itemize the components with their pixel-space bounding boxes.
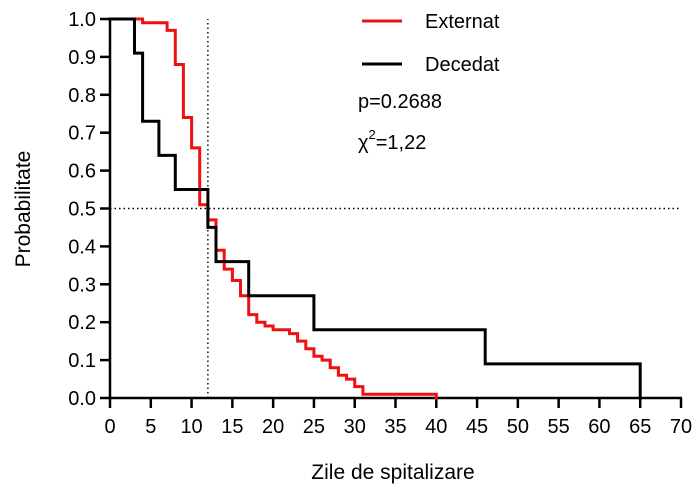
x-tick-label: 30 bbox=[344, 416, 366, 438]
y-tick-label: 0.4 bbox=[68, 236, 96, 258]
x-tick-label: 45 bbox=[466, 416, 488, 438]
x-tick-label: 15 bbox=[221, 416, 243, 438]
legend-label: Decedat bbox=[425, 54, 500, 76]
y-tick-label: 0.9 bbox=[68, 47, 96, 69]
chi-value: =1,22 bbox=[376, 132, 427, 154]
x-tick-label: 55 bbox=[548, 416, 570, 438]
chi-exponent: 2 bbox=[369, 127, 376, 142]
series-line-externat bbox=[108, 17, 438, 400]
x-tick-label: 40 bbox=[425, 416, 447, 438]
chi-symbol: χ bbox=[358, 132, 369, 154]
x-tick-label: 5 bbox=[145, 416, 156, 438]
x-tick-label: 20 bbox=[262, 416, 284, 438]
y-tick-label: 0.3 bbox=[68, 274, 96, 296]
y-tick-label: 0.5 bbox=[68, 199, 96, 221]
y-axis-label: Probabilitate bbox=[12, 151, 35, 268]
x-axis-label: Zile de spitalizare bbox=[311, 461, 474, 484]
x-tick-label: 60 bbox=[588, 416, 610, 438]
x-tick-label: 65 bbox=[629, 416, 651, 438]
legend-label: Externat bbox=[425, 11, 500, 33]
series-line-decedat bbox=[108, 17, 642, 400]
x-tick-label: 25 bbox=[303, 416, 325, 438]
x-tick-label: 70 bbox=[670, 416, 692, 438]
series-layer bbox=[108, 17, 642, 400]
x-tick-label: 0 bbox=[104, 416, 115, 438]
p-value-annotation: p=0.2688 bbox=[358, 91, 442, 113]
x-tick-label: 35 bbox=[384, 416, 406, 438]
y-tick-label: 0.0 bbox=[68, 388, 96, 410]
y-tick-label: 1.0 bbox=[68, 9, 96, 31]
chi-square-annotation: χ2=1,22 bbox=[358, 127, 426, 154]
y-tick-label: 0.7 bbox=[68, 123, 96, 145]
x-tick-label: 10 bbox=[180, 416, 202, 438]
y-tick-label: 0.6 bbox=[68, 161, 96, 183]
legend: Externat Decedat bbox=[362, 11, 500, 76]
reference-lines bbox=[110, 19, 681, 398]
x-tick-label: 50 bbox=[507, 416, 529, 438]
axes: 0.0 0.1 0.2 0.3 0.4 0.5 0.6 0.7 0.8 0.9 1.0 0 5 10 15 2… bbox=[68, 9, 692, 438]
y-tick-label: 0.8 bbox=[68, 85, 96, 107]
y-tick-label: 0.2 bbox=[68, 312, 96, 334]
y-tick-label: 0.1 bbox=[68, 350, 96, 372]
